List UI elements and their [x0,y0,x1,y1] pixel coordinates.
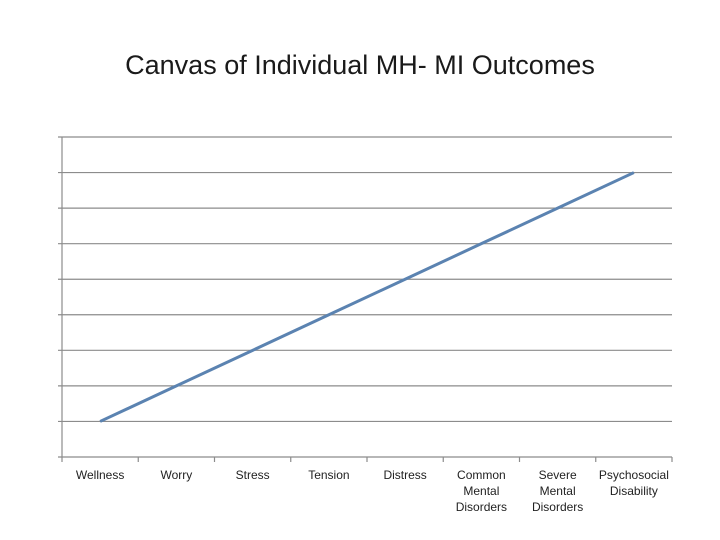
x-tick-label: Wellness [76,468,124,482]
gridlines [58,136,672,423]
x-tick-label: Stress [236,468,270,482]
series-group [99,171,635,423]
x-axis-ticks [61,457,673,462]
series-line [99,171,635,423]
x-tick-label: Common Mental Disorders [456,468,507,514]
x-tick-label: Severe Mental Disorders [532,468,583,514]
x-tick-label: Tension [308,468,349,482]
axes [58,137,672,458]
chart-title: Canvas of Individual MH- MI Outcomes [125,50,595,80]
x-axis-labels: Wellness Worry Stress Tension Distress Common… [76,468,669,514]
x-tick-label: Worry [160,468,192,482]
x-tick-label: Psychosocial Disability [599,468,669,498]
x-tick-label: Distress [383,468,426,482]
